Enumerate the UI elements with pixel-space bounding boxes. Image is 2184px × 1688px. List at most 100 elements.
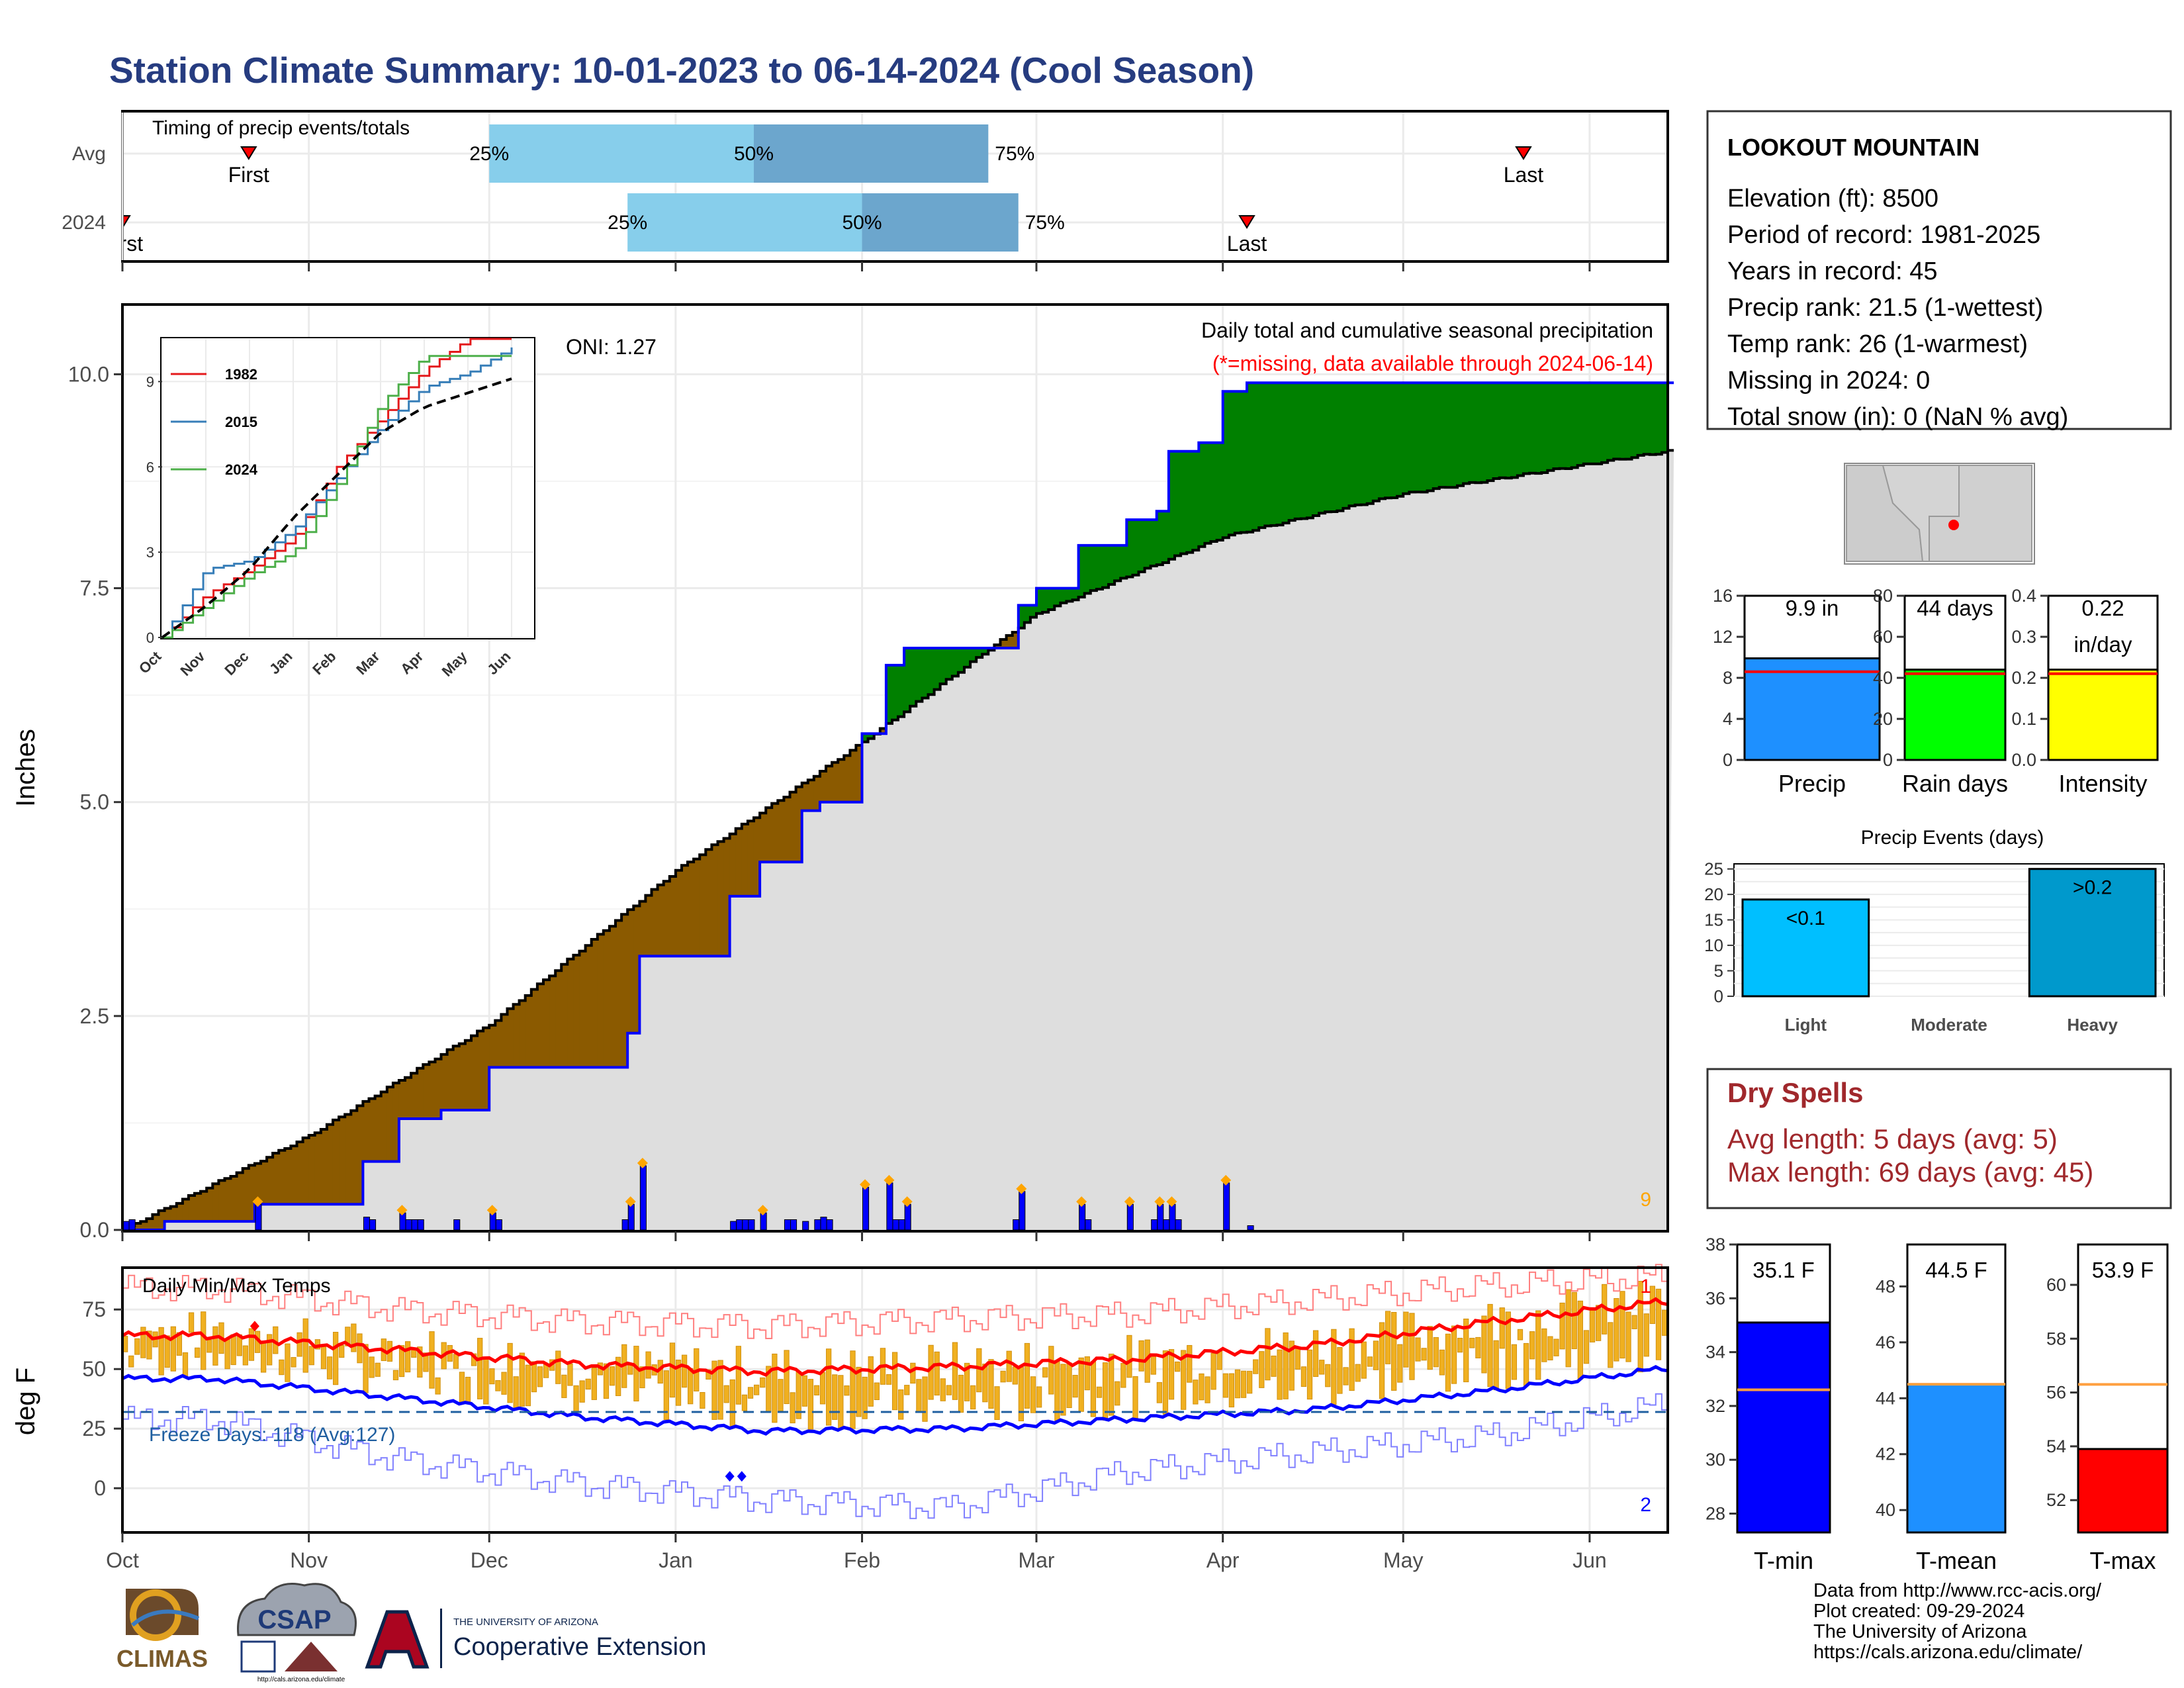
above-normal-fill [1253,383,1259,531]
daily-temp-bar [801,1375,807,1407]
above-normal-fill [1535,383,1542,474]
daily-temp-bar [501,1372,507,1395]
daily-temp-bar [579,1380,585,1403]
daily-temp-bar [1493,1340,1499,1391]
daily-temp-bar [1403,1311,1409,1368]
daily-temp-bar [904,1385,910,1395]
above-normal-fill [1205,442,1212,543]
temp-y-tick-label: 50 [82,1357,106,1381]
above-normal-fill [1343,383,1350,508]
inset-legend-label: 2015 [225,414,257,430]
daily-precip-marker [1154,1196,1165,1207]
above-normal-fill [1222,391,1230,538]
daily-temp-bar [669,1342,676,1398]
inset-y-tick-label: 3 [146,544,154,561]
above-normal-fill [1385,383,1392,498]
below-normal-fill [807,780,815,811]
timing-pct-label: 25% [469,143,509,165]
daily-temp-bar [296,1332,302,1357]
daily-temp-bar [1253,1359,1259,1374]
below-normal-fill [880,728,887,734]
daily-temp-bar [1060,1364,1066,1416]
daily-temp-bar [1012,1366,1018,1385]
below-normal-fill [285,1148,291,1205]
daily-temp-bar [717,1360,723,1420]
daily-temp-bar [1132,1376,1138,1419]
daily-precip-bar [495,1219,502,1231]
daily-precip-bar [892,1219,899,1231]
daily-precip-bar [399,1212,406,1231]
daily-temp-bar [170,1326,176,1372]
below-normal-fill [387,1087,394,1162]
daily-temp-bar [850,1350,856,1429]
daily-temp-bar [675,1360,682,1406]
inset-y-tick-label: 9 [146,373,154,390]
daily-temp-bar [1373,1340,1379,1370]
daily-temp-bar [1421,1348,1427,1361]
below-normal-fill [700,855,706,957]
summary-bar-value [2047,669,2159,761]
daily-temp-bar [1655,1288,1662,1360]
above-normal-fill [1373,383,1380,501]
daily-temp-bar [260,1340,267,1373]
below-normal-fill [308,1135,316,1205]
events-y-tick-label: 5 [1714,961,1723,981]
below-normal-fill [838,759,844,802]
daily-temp-bar [1126,1335,1132,1378]
daily-precip-bar [1175,1219,1182,1231]
above-normal-fill [922,648,929,698]
summary-bars: 0 4 8 12 16 9.9 in Precip 0 20 40 60 80 44 days Rain … [1713,586,2159,797]
daily-temp-bar [302,1318,308,1373]
below-normal-fill [483,1027,490,1111]
temp-bar-y-tick-label: 52 [2046,1490,2066,1510]
timing-pct-label: 75% [1025,212,1065,234]
daily-temp-bar [1499,1307,1505,1349]
daily-precip-bar [1079,1203,1086,1231]
temp-bar-y-tick-label: 58 [2046,1329,2066,1348]
daily-temp-bar [862,1376,868,1419]
inset-y-tick-label: 0 [146,630,154,646]
above-normal-fill [1643,383,1651,455]
daily-temp-bar [1271,1355,1277,1377]
daily-temp-bar [940,1378,946,1401]
below-normal-fill [242,1168,250,1222]
daily-precip-marker [625,1196,636,1207]
csap-logo-text: CSAP [257,1605,331,1634]
daily-temp-bar [128,1355,134,1368]
daily-temp-bar [285,1343,291,1382]
above-normal-fill [1487,383,1494,481]
temp-plot [121,1264,1668,1519]
daily-temp-bar [1048,1346,1054,1395]
precip-y-tick-label: 5.0 [80,790,109,814]
summary-value-text-2: in/day [2073,632,2132,657]
temp-summary-bars: 28 30 32 34 36 38 35.1 F T-min 40 42 44 46 48 44.5 F T… [1706,1235,2169,1574]
below-normal-fill [705,849,712,957]
daily-temp-bar [1300,1366,1307,1387]
below-normal-fill [1006,635,1013,649]
above-normal-fill [1072,588,1079,600]
daily-precip-bar [742,1219,749,1231]
above-normal-fill [1553,383,1561,469]
below-normal-fill [195,1193,201,1222]
below-normal-fill [856,745,863,802]
summary-y-tick-label: 0 [1883,750,1893,770]
daily-temp-bar [513,1376,519,1411]
above-normal-fill [1337,383,1343,511]
above-normal-fill [891,665,899,720]
daily-precip-bar [1126,1203,1134,1231]
below-normal-fill [711,845,719,957]
timing-title: Timing of precip events/totals [152,117,410,139]
daily-temp-bar [1451,1325,1457,1384]
above-normal-fill [1361,383,1368,505]
record-max-line [122,1264,1668,1339]
above-normal-fill [1150,520,1158,566]
daily-precip-bar [1019,1191,1026,1231]
temp-x-tick-label: Dec [471,1548,508,1572]
above-normal-fill [1289,383,1296,521]
daily-temp-bar [417,1346,423,1378]
daily-precip-bar [122,1221,130,1231]
events-bar [1741,898,1870,998]
summary-y-tick-label: 80 [1873,586,1893,606]
daily-temp-bar [1637,1280,1643,1373]
below-normal-fill [453,1046,460,1111]
